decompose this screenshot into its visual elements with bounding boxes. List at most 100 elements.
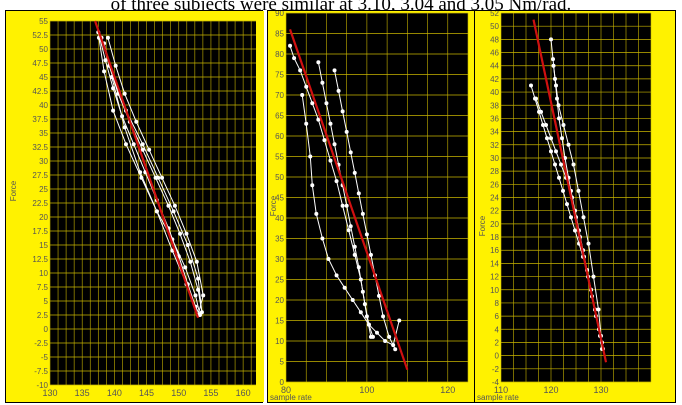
data-point: [566, 142, 571, 147]
x-tick-label: 135: [75, 388, 90, 398]
y-tick-label: 32: [490, 141, 499, 150]
y-tick-label: 5: [44, 297, 49, 306]
data-point: [591, 274, 596, 279]
y-axis-label: Force: [269, 195, 278, 216]
y-tick-label: -7.5: [34, 367, 48, 376]
y-tick-label: 32.5: [32, 143, 48, 152]
y-tick-label: 17.5: [32, 227, 48, 236]
y-tick-label: 36: [490, 114, 499, 123]
y-tick-label: 28: [490, 167, 499, 176]
y-tick-label: 60: [275, 132, 284, 141]
y-tick-label: 40: [39, 101, 48, 110]
y-tick-label: -10: [36, 381, 48, 390]
y-tick-label: 30: [490, 154, 499, 163]
x-tick-label: 155: [203, 388, 218, 398]
y-tick-label: 24: [490, 194, 499, 203]
y-tick-label: 20: [275, 296, 284, 305]
x-tick-label: 130: [42, 388, 57, 398]
data-point: [199, 310, 204, 315]
data-point: [334, 273, 339, 278]
data-point: [342, 285, 347, 290]
y-tick-label: 37.5: [32, 115, 48, 124]
data-point: [366, 322, 371, 327]
y-tick-label: 50: [490, 22, 499, 31]
x-tick-label: 100: [359, 385, 374, 395]
y-tick-label: 0: [44, 325, 49, 334]
y-tick-label: 10: [39, 269, 48, 278]
fit-line: [532, 19, 608, 363]
data-point: [320, 236, 325, 241]
data-point: [113, 63, 118, 68]
chart-svg: -10 -7.5 -5 -2.5 0 2.5 5 7.5 10 12.5 15 17.5 20 22.5 2…: [6, 11, 264, 402]
data-point: [344, 203, 349, 208]
x-axis-label: sample rate: [270, 393, 312, 402]
data-point: [549, 37, 553, 42]
data-point: [554, 83, 558, 88]
data-point: [393, 347, 398, 352]
data-point: [111, 108, 116, 113]
data-point: [545, 136, 549, 141]
data-point: [553, 162, 557, 167]
data-point: [364, 232, 369, 237]
data-point: [352, 244, 357, 249]
data-point: [160, 175, 165, 180]
data-point: [178, 231, 183, 236]
y-tick-label: 42.5: [32, 87, 48, 96]
y-tick-label: 16: [490, 246, 499, 255]
data-point: [576, 188, 581, 193]
y-tick-label: 20: [490, 220, 499, 229]
x-tick-label: 120: [440, 385, 455, 395]
x-tick-label: 140: [107, 388, 122, 398]
data-point: [360, 289, 365, 294]
data-point: [358, 310, 363, 315]
y-tick-label: 55: [39, 17, 48, 26]
y-tick-label: 44: [490, 62, 499, 71]
y-tick-label: 48: [490, 35, 499, 44]
data-point: [292, 56, 297, 61]
data-point: [308, 154, 313, 159]
data-point: [561, 188, 565, 193]
y-tick-label: 0: [280, 378, 285, 387]
data-point: [387, 334, 392, 339]
y-tick-label: 10: [490, 286, 499, 295]
data-point: [596, 307, 601, 312]
data-point: [328, 121, 333, 126]
data-point: [340, 109, 345, 114]
data-point: [368, 252, 373, 257]
data-point: [122, 91, 127, 96]
y-tick-label: -2: [492, 365, 500, 374]
data-point: [560, 136, 564, 141]
y-tick-label: 22: [490, 207, 499, 216]
y-tick-label: 50: [39, 45, 48, 54]
chart-svg: -4-2024681012141618202224262830323436384…: [475, 11, 675, 402]
y-tick-label: 34: [490, 128, 499, 137]
y-tick-label: 22.5: [32, 199, 48, 208]
y-axis-label: Force: [478, 215, 487, 236]
fit-line: [289, 29, 409, 371]
y-tick-label: 45: [275, 194, 284, 203]
y-tick-label: 40: [275, 214, 284, 223]
data-point: [573, 228, 577, 233]
data-point: [581, 215, 586, 220]
data-point: [288, 43, 293, 48]
y-tick-label: 25: [275, 276, 284, 285]
data-point: [188, 259, 193, 264]
y-tick-label: 18: [490, 233, 499, 242]
data-point: [375, 330, 379, 335]
y-tick-label: 6: [495, 312, 500, 321]
chart-panel-left: -10 -7.5 -5 -2.5 0 2.5 5 7.5 10 12.5 15 17.5 20 22.5 2…: [5, 10, 264, 403]
data-point: [397, 318, 402, 323]
data-point: [586, 241, 591, 246]
fit-line: [94, 20, 200, 319]
data-point: [368, 334, 373, 339]
data-point: [346, 228, 351, 233]
data-point: [561, 123, 566, 128]
data-point: [356, 191, 361, 196]
data-point: [549, 149, 553, 154]
data-point: [554, 149, 558, 154]
data-point: [298, 68, 303, 73]
data-point: [356, 265, 361, 270]
data-point: [134, 119, 139, 124]
data-point: [348, 150, 353, 155]
data-point: [539, 109, 543, 114]
